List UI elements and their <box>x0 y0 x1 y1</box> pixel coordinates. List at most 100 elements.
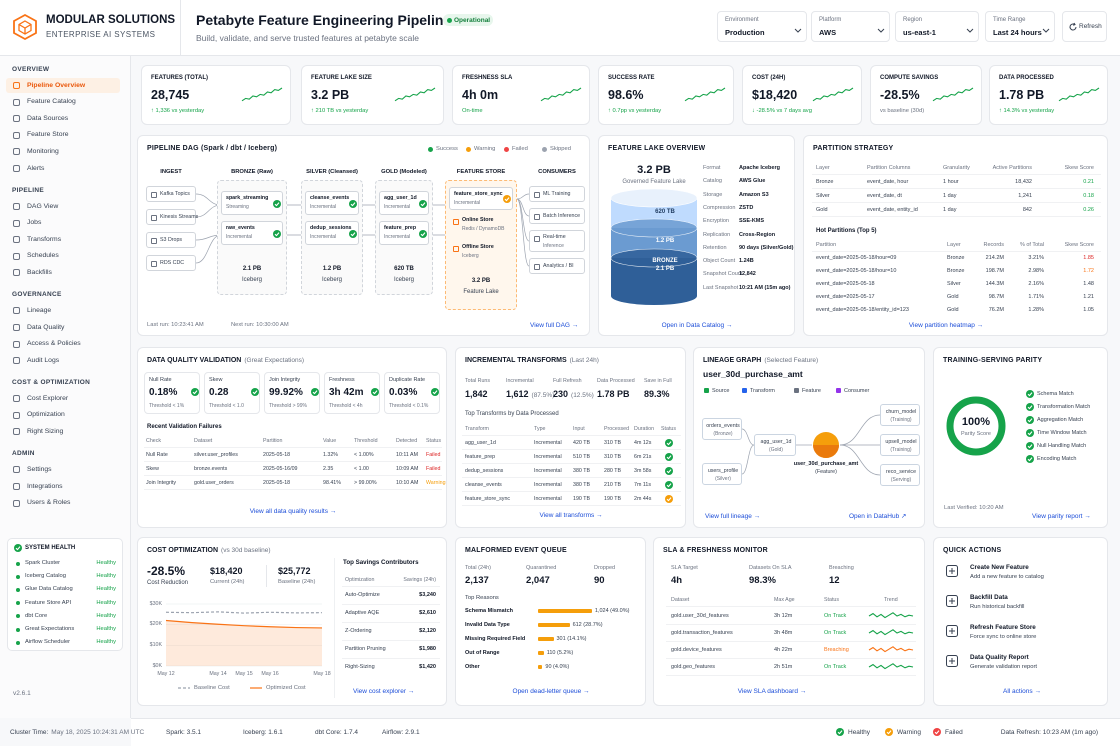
status-circle <box>311 388 319 396</box>
link[interactable]: View cost explorer → <box>353 688 415 695</box>
refresh-button[interactable]: Refresh <box>1062 11 1107 42</box>
nav-item[interactable]: Pipeline Overview <box>6 78 120 93</box>
nav-item[interactable]: Optimization <box>6 408 120 423</box>
lineage-node-name: users_profile <box>707 468 739 474</box>
table-cell: event_date=2025-05-18/hour=09 <box>816 255 897 261</box>
legend-label: Failed <box>512 146 528 152</box>
stat-value: 230 (12.5%) <box>553 389 594 399</box>
nav-item[interactable]: Monitoring <box>6 144 120 159</box>
legend-swatch <box>742 388 747 393</box>
link[interactable]: All actions → <box>1003 688 1041 695</box>
nav-item[interactable]: Data Sources <box>6 111 120 126</box>
nav-item[interactable]: Jobs <box>6 216 120 231</box>
sparkline-line <box>812 87 854 102</box>
separator <box>144 461 442 462</box>
filter-dropdown[interactable]: Time Range Last 24 hours <box>985 11 1055 42</box>
dag-column-title: FEATURE STORE <box>456 169 506 175</box>
dag-layer-footer: Iceberg <box>241 277 263 283</box>
table-header: Status <box>426 438 442 444</box>
nav-item[interactable]: Settings <box>6 462 120 477</box>
status-icon <box>1026 403 1034 411</box>
nav-item[interactable]: Feature Store <box>6 128 120 143</box>
nav-label: Pipeline Overview <box>27 81 86 89</box>
stat-value-part: 230 <box>553 389 569 399</box>
nav-item[interactable]: DAG View <box>6 199 120 214</box>
table-cell: 10:10 AM <box>396 480 419 486</box>
link[interactable]: View parity report → <box>1032 513 1091 520</box>
table-cell: 310 TB <box>604 440 621 446</box>
sparkline <box>868 646 914 653</box>
table-header: Records <box>983 242 1004 248</box>
nav-icon <box>13 483 20 490</box>
version: v2.6.1 <box>13 690 31 697</box>
table-header: Layer <box>816 165 830 171</box>
refresh-icon <box>1069 22 1077 31</box>
dag-node-name: feature_store_sync <box>454 191 503 197</box>
link[interactable]: View all transforms → <box>539 512 603 519</box>
filter-dropdown[interactable]: Environment Production <box>717 11 807 42</box>
nav-item[interactable]: Users & Roles <box>6 496 120 511</box>
link[interactable]: View partition heatmap → <box>908 322 984 329</box>
panel-title: PARTITION STRATEGY <box>813 145 894 152</box>
nav-item[interactable]: Cost Explorer <box>6 391 120 406</box>
action-item[interactable]: Refresh Feature Store Force sync to onlin… <box>940 620 1102 646</box>
filter-dropdown[interactable]: Platform AWS <box>811 11 890 42</box>
logo-cube <box>18 20 32 35</box>
nav-item[interactable]: Transforms <box>6 232 120 247</box>
nav-item[interactable]: Integrations <box>6 479 120 494</box>
status-icon <box>503 195 511 203</box>
table-cell: 310 TB <box>604 454 621 460</box>
last-verified: Last Verified: 10:20 AM <box>944 505 1004 511</box>
link[interactable]: Open in DataHub ↗ <box>849 513 907 520</box>
nav-item[interactable]: Data Quality <box>6 320 120 335</box>
node-icon <box>151 260 157 267</box>
legend-label: Source <box>712 387 730 394</box>
parity-check: Encoding Match <box>1037 456 1077 462</box>
stat-value: 2,137 <box>465 575 489 586</box>
nav-item[interactable]: Lineage <box>6 303 120 318</box>
nav-item[interactable]: Alerts <box>6 161 120 176</box>
table-header: Input <box>573 426 585 432</box>
lineage-node-sub: (Silver) <box>715 476 731 482</box>
filter-dropdown[interactable]: Region us-east-1 <box>895 11 979 42</box>
y-tick-label: $10K <box>149 641 162 648</box>
sparkline-line <box>1058 87 1100 102</box>
lineage-node: orders_events (Bronze) <box>702 418 742 440</box>
status-circle <box>1026 442 1034 450</box>
link[interactable]: Open dead-letter queue → <box>512 688 590 695</box>
stat-value: 2,047 <box>526 575 550 586</box>
status-dot <box>16 601 20 606</box>
separator <box>342 622 440 623</box>
action-item[interactable]: Create New Feature Add a new feature to c… <box>940 560 1102 586</box>
action-item[interactable]: Data Quality Report Generate validation r… <box>940 650 1102 676</box>
nav-item[interactable]: Audit Logs <box>6 353 120 368</box>
status-icon <box>191 388 199 396</box>
link[interactable]: View all data quality results → <box>249 508 337 515</box>
nav-item[interactable]: Backfills <box>6 265 120 280</box>
nav-section-title: GOVERNANCE <box>12 291 62 299</box>
table-cell: 3.21% <box>1028 255 1044 261</box>
link[interactable]: Open in Data Catalog → <box>661 322 733 329</box>
nav-item[interactable]: Right Sizing <box>6 424 120 439</box>
nav-item[interactable]: Feature Catalog <box>6 95 120 110</box>
prop-label: Replication <box>703 231 731 238</box>
dag-node: S3 Drops <box>146 232 196 248</box>
quick-actions: QUICK ACTIONS Create New Feature Add a new… <box>933 537 1108 706</box>
link[interactable]: View full lineage → <box>705 513 761 520</box>
nav-item[interactable]: Schedules <box>6 249 120 264</box>
kpi-value: $18,420 <box>752 88 798 102</box>
separator <box>666 675 916 676</box>
action-item[interactable]: Backfill Data Run historical backfill <box>940 590 1102 616</box>
link[interactable]: View full DAG → <box>530 322 579 329</box>
x-tick-label: May 15 <box>235 671 253 677</box>
lineage-edge <box>839 414 881 446</box>
data-refresh: Data Refresh: 10:23 AM (1m ago) <box>1000 729 1098 736</box>
prop-value: Apache Iceberg <box>739 165 780 171</box>
prop-value: 1.24B <box>739 258 754 265</box>
nav-item[interactable]: Access & Policies <box>6 337 120 352</box>
metric-label: Duplicate Rate <box>389 377 426 383</box>
sla-monitor: SLA & FRESHNESS MONITOR SLA Target 4h Datas… <box>653 537 925 706</box>
health-status: Healthy <box>96 599 116 606</box>
node-icon <box>151 191 157 198</box>
link[interactable]: View SLA dashboard → <box>737 688 807 695</box>
